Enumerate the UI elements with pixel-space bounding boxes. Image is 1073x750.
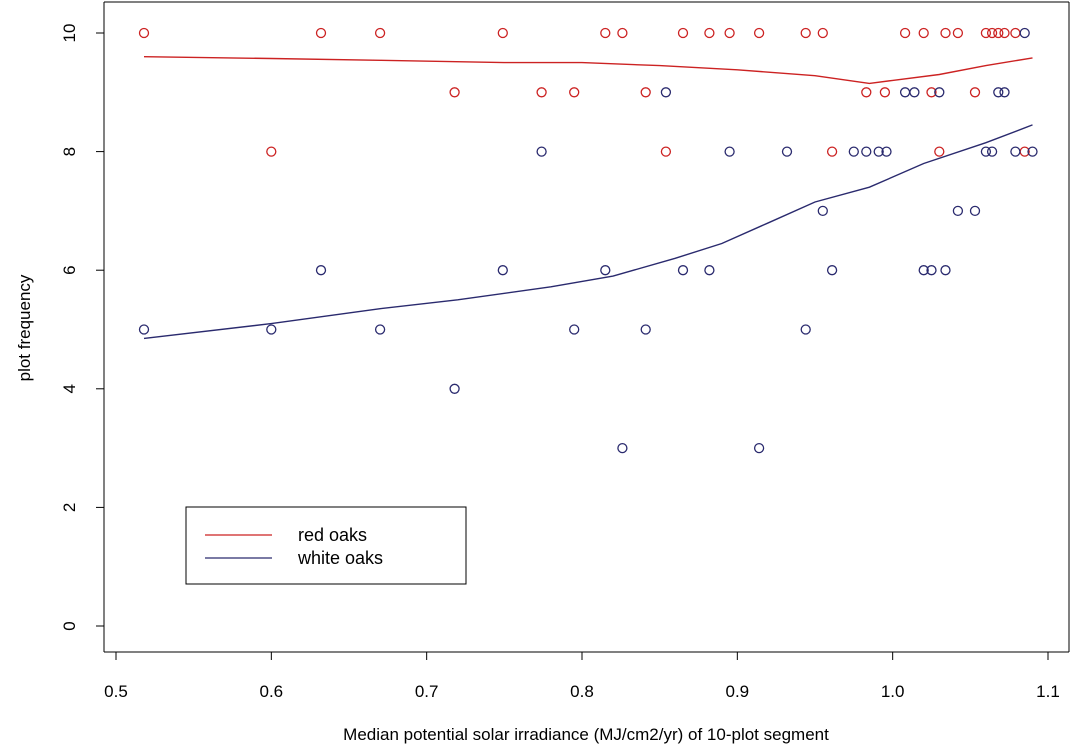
- data-point-white-oaks: [881, 146, 892, 157]
- data-point-white-oaks: [1019, 27, 1030, 39]
- data-point-red-oaks: [999, 27, 1010, 39]
- data-point-red-oaks: [266, 146, 277, 157]
- data-point-red-oaks: [315, 27, 327, 39]
- data-point-red-oaks: [724, 27, 735, 39]
- y-axis-label: plot frequency: [15, 274, 34, 381]
- data-point-white-oaks: [1027, 146, 1038, 157]
- data-point-white-oaks: [980, 146, 992, 157]
- legend-label-red-oaks: red oaks: [298, 525, 367, 545]
- series-layer: [138, 27, 1038, 454]
- data-point-red-oaks: [617, 27, 628, 39]
- data-point-white-oaks: [817, 205, 828, 217]
- data-point-red-oaks: [704, 27, 715, 39]
- y-tick-label: 10: [60, 24, 79, 43]
- x-tick-label: 1.0: [881, 682, 905, 701]
- data-point-red-oaks: [569, 87, 580, 98]
- data-point-white-oaks: [909, 87, 920, 98]
- data-point-white-oaks: [999, 87, 1010, 98]
- legend-label-white-oaks: white oaks: [297, 548, 383, 568]
- y-axis: 0 2 4 6 8 10: [60, 24, 104, 631]
- data-point-red-oaks: [677, 27, 689, 39]
- data-point-red-oaks: [926, 87, 937, 98]
- data-point-white-oaks: [826, 265, 838, 276]
- smooth-line-white-oaks: [143, 124, 1033, 340]
- data-point-white-oaks: [617, 442, 628, 454]
- data-point-white-oaks: [861, 146, 872, 157]
- data-point-red-oaks: [660, 146, 672, 157]
- data-point-white-oaks: [940, 265, 951, 276]
- y-tick-label: 8: [60, 147, 79, 156]
- data-point-white-oaks: [724, 146, 735, 157]
- data-point-white-oaks: [926, 265, 937, 276]
- data-point-red-oaks: [934, 146, 945, 157]
- data-point-white-oaks: [969, 205, 981, 217]
- y-tick-label: 0: [60, 621, 79, 630]
- data-point-white-oaks: [873, 146, 884, 157]
- x-axis-label: Median potential solar irradiance (MJ/cm…: [343, 725, 829, 744]
- data-point-red-oaks: [497, 27, 508, 39]
- data-point-red-oaks: [980, 27, 992, 39]
- data-point-red-oaks: [817, 27, 828, 39]
- data-point-white-oaks: [934, 87, 945, 98]
- data-point-white-oaks: [640, 324, 651, 335]
- data-point-white-oaks: [138, 324, 150, 335]
- data-point-white-oaks: [449, 383, 460, 394]
- y-tick-label: 2: [60, 503, 79, 512]
- data-point-red-oaks: [138, 27, 150, 39]
- data-point-white-oaks: [986, 146, 998, 157]
- data-point-red-oaks: [600, 27, 611, 39]
- data-point-red-oaks: [986, 27, 998, 39]
- data-point-white-oaks: [952, 205, 964, 217]
- data-point-white-oaks: [753, 442, 765, 454]
- data-point-red-oaks: [826, 146, 838, 157]
- data-point-white-oaks: [266, 324, 277, 335]
- y-tick-label: 6: [60, 265, 79, 274]
- plot-frame: [103, 1, 1070, 653]
- legend-box: [185, 506, 467, 585]
- x-tick-label: 0.9: [726, 682, 750, 701]
- data-point-red-oaks: [899, 27, 911, 39]
- x-axis: 0.5 0.6 0.7 0.8 0.9 1.0 1.1: [104, 652, 1060, 701]
- data-point-red-oaks: [879, 87, 891, 98]
- x-tick-label: 0.8: [570, 682, 594, 701]
- data-point-white-oaks: [993, 87, 1004, 98]
- data-point-red-oaks: [536, 87, 547, 98]
- data-point-white-oaks: [848, 146, 859, 157]
- data-point-red-oaks: [374, 27, 386, 39]
- x-tick-label: 1.1: [1036, 682, 1060, 701]
- smooth-line-red-oaks: [143, 56, 1033, 85]
- data-point-red-oaks: [1010, 27, 1021, 39]
- legend: red oaks white oaks: [185, 506, 467, 585]
- data-point-white-oaks: [497, 265, 508, 276]
- data-point-red-oaks: [449, 87, 460, 98]
- data-point-white-oaks: [899, 87, 911, 98]
- data-point-red-oaks: [918, 27, 929, 39]
- data-point-red-oaks: [640, 87, 651, 98]
- data-point-white-oaks: [704, 265, 715, 276]
- data-point-white-oaks: [374, 324, 386, 335]
- data-point-white-oaks: [800, 324, 811, 335]
- data-point-red-oaks: [861, 87, 872, 98]
- data-point-white-oaks: [781, 146, 793, 157]
- data-point-white-oaks: [1010, 146, 1021, 157]
- data-point-white-oaks: [569, 324, 580, 335]
- y-tick-label: 4: [60, 384, 79, 393]
- x-tick-label: 0.5: [104, 682, 128, 701]
- data-point-red-oaks: [952, 27, 964, 39]
- data-point-white-oaks: [600, 265, 611, 276]
- data-point-red-oaks: [940, 27, 951, 39]
- data-point-white-oaks: [536, 146, 547, 157]
- data-point-red-oaks: [800, 27, 811, 39]
- data-point-white-oaks: [918, 265, 929, 276]
- data-point-red-oaks: [993, 27, 1004, 39]
- data-point-red-oaks: [969, 87, 981, 98]
- data-point-white-oaks: [315, 265, 327, 276]
- data-point-red-oaks: [753, 27, 765, 39]
- x-tick-label: 0.6: [260, 682, 284, 701]
- data-point-white-oaks: [677, 265, 689, 276]
- x-tick-label: 0.7: [415, 682, 439, 701]
- data-point-white-oaks: [660, 87, 672, 98]
